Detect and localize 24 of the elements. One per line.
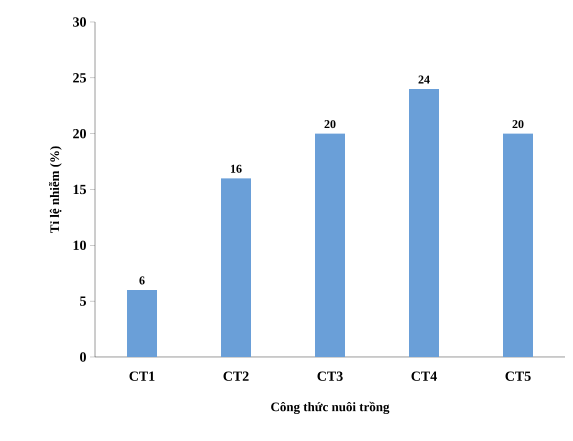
bar xyxy=(127,290,158,357)
y-tick-label: 0 xyxy=(80,352,86,362)
x-tick-label: CT3 xyxy=(318,372,343,381)
y-axis-title: Tỉ lệ nhiễm (%) xyxy=(49,146,62,233)
y-tick-label: 5 xyxy=(80,296,86,306)
bar xyxy=(409,88,440,357)
y-tick-label: 15 xyxy=(74,184,86,194)
bar xyxy=(503,134,533,357)
y-tick-label: 20 xyxy=(73,128,86,138)
y-tick-label: 10 xyxy=(74,240,86,250)
x-tick-label: CT2 xyxy=(224,372,249,381)
y-tick-label: 30 xyxy=(73,17,86,27)
data-label: 24 xyxy=(418,76,430,84)
data-label: 20 xyxy=(324,120,336,128)
bar xyxy=(221,178,252,357)
data-label: 20 xyxy=(512,120,524,128)
y-tick-label: 25 xyxy=(73,73,86,83)
data-label: 16 xyxy=(230,164,242,173)
bar xyxy=(315,134,346,357)
x-tick-label: CT5 xyxy=(506,372,531,381)
data-label: 6 xyxy=(139,276,145,284)
x-axis-title: Công thức nuôi trồng xyxy=(271,402,390,414)
x-tick-label: CT4 xyxy=(412,372,437,381)
x-tick-label: CT1 xyxy=(130,372,154,381)
